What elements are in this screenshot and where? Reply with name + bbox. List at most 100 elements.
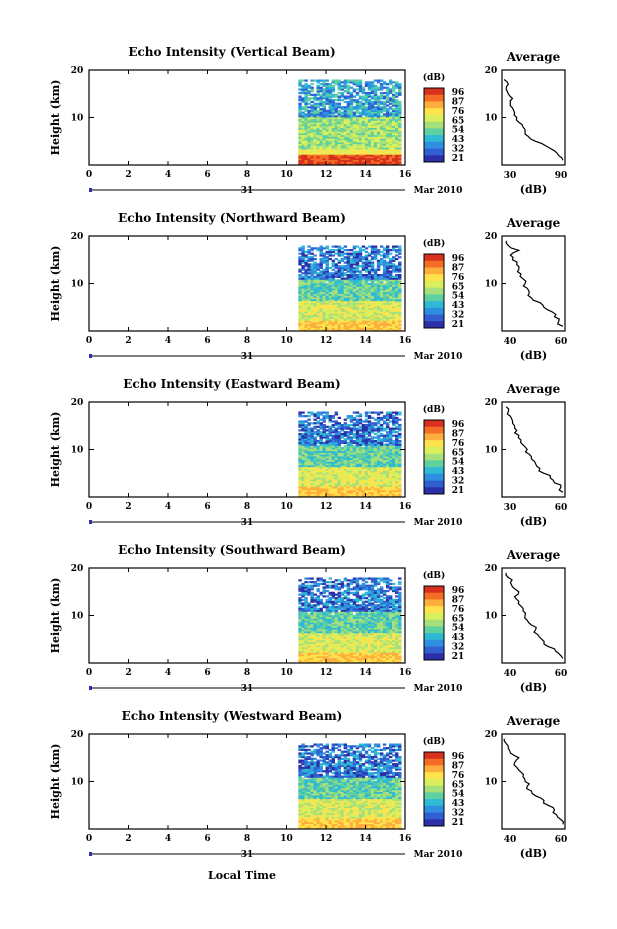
heatmap-cell bbox=[301, 156, 305, 159]
heatmap-cell bbox=[346, 309, 351, 312]
heatmap-cell bbox=[367, 150, 372, 153]
heatmap-cell bbox=[395, 156, 399, 159]
heatmap-cell bbox=[385, 131, 390, 134]
heatmap-cell bbox=[373, 268, 378, 271]
heatmap-cell bbox=[343, 650, 348, 653]
heatmap-cell bbox=[373, 657, 378, 660]
x-tick-label: 4 bbox=[165, 336, 171, 346]
heatmap-cell bbox=[298, 147, 302, 150]
heatmap-cell bbox=[358, 450, 363, 453]
heatmap-cell bbox=[355, 486, 360, 489]
heatmap-cell bbox=[322, 646, 326, 650]
heatmap-cell bbox=[301, 434, 305, 437]
heatmap-cell bbox=[364, 300, 369, 303]
heatmap-cell bbox=[319, 132, 323, 136]
heatmap-cell bbox=[379, 277, 384, 280]
heatmap-cell bbox=[337, 140, 342, 143]
heatmap-cell bbox=[343, 463, 348, 466]
heatmap-cell bbox=[340, 429, 345, 432]
heatmap-cell bbox=[301, 115, 305, 118]
heatmap-cell bbox=[313, 109, 317, 112]
heatmap-cell bbox=[395, 434, 399, 437]
heatmap-cell bbox=[322, 454, 326, 457]
heatmap-cell bbox=[334, 440, 339, 443]
heatmap-cell bbox=[325, 654, 329, 657]
heatmap-cell bbox=[313, 452, 317, 455]
heatmap-cell bbox=[334, 104, 339, 107]
heatmap-cell bbox=[310, 473, 314, 477]
heatmap-cell bbox=[319, 254, 323, 257]
heatmap-cell bbox=[346, 461, 351, 464]
heatmap-cell bbox=[301, 443, 305, 446]
heatmap-cell bbox=[325, 318, 329, 321]
heatmap-cell bbox=[361, 661, 366, 664]
heatmap-cell bbox=[307, 277, 311, 280]
heatmap-cell bbox=[337, 266, 342, 270]
heatmap-cell bbox=[316, 147, 320, 150]
heatmap-cell bbox=[313, 646, 317, 650]
heatmap-cell bbox=[352, 652, 357, 655]
heatmap-cell bbox=[334, 108, 339, 111]
heatmap-cell bbox=[319, 161, 323, 164]
heatmap-cell bbox=[331, 479, 335, 482]
heatmap-cell bbox=[352, 256, 357, 259]
heatmap-cell bbox=[325, 154, 329, 157]
heatmap-cell bbox=[398, 450, 402, 453]
heatmap-cell bbox=[337, 436, 342, 439]
heatmap-cell bbox=[346, 129, 351, 132]
heatmap-cell bbox=[370, 452, 375, 455]
heatmap-cell bbox=[316, 479, 320, 482]
heatmap-cell bbox=[304, 323, 308, 327]
heatmap-cell bbox=[319, 448, 323, 452]
colorbar-frame bbox=[423, 419, 445, 495]
heatmap-cell bbox=[388, 125, 393, 128]
heatmap-cell bbox=[313, 477, 317, 480]
heatmap-cell bbox=[355, 479, 360, 482]
heatmap-cell bbox=[328, 318, 332, 321]
heatmap-cell bbox=[346, 275, 351, 278]
heatmap-cell bbox=[343, 79, 348, 82]
heatmap-cell bbox=[379, 125, 384, 128]
heatmap-cell bbox=[376, 88, 381, 91]
heatmap-cell bbox=[367, 491, 372, 494]
heatmap-cell bbox=[334, 300, 339, 303]
heatmap-cell bbox=[301, 252, 305, 255]
heatmap-cell bbox=[361, 431, 366, 434]
date-axis-marker bbox=[89, 354, 92, 358]
heatmap-cell bbox=[301, 441, 305, 444]
heatmap-cell bbox=[352, 157, 357, 161]
heatmap-cell bbox=[398, 118, 402, 121]
heatmap-cell bbox=[355, 475, 360, 478]
heatmap-cell bbox=[316, 115, 320, 118]
heatmap-cell bbox=[358, 148, 363, 152]
heatmap-cell bbox=[337, 470, 342, 473]
heatmap-cell bbox=[370, 327, 375, 330]
heatmap-cell bbox=[382, 648, 387, 651]
heatmap-cell bbox=[358, 645, 363, 648]
heatmap-cell bbox=[355, 420, 360, 423]
heatmap-cell bbox=[310, 159, 314, 162]
heatmap-cell bbox=[373, 99, 378, 102]
heatmap-cell bbox=[361, 454, 366, 457]
heatmap-cell bbox=[334, 143, 339, 146]
heatmap-cell bbox=[395, 313, 399, 316]
heatmap-cell bbox=[395, 477, 399, 480]
heatmap-cell bbox=[349, 157, 354, 161]
heatmap-cell bbox=[337, 293, 342, 296]
heatmap-cell bbox=[313, 643, 317, 646]
heatmap-cell bbox=[340, 459, 345, 462]
colorbar-swatch bbox=[424, 101, 444, 109]
heatmap-cell bbox=[304, 318, 308, 321]
heatmap-cell bbox=[298, 429, 302, 432]
heatmap-cell bbox=[391, 495, 396, 498]
heatmap-cell bbox=[367, 466, 372, 469]
heatmap-cell bbox=[298, 91, 302, 95]
heatmap-cell bbox=[319, 120, 323, 123]
heatmap-cell bbox=[370, 436, 375, 439]
heatmap-cell bbox=[343, 479, 348, 482]
heatmap-cell bbox=[391, 86, 396, 89]
heatmap-cell bbox=[310, 134, 314, 137]
heatmap-cell bbox=[334, 445, 339, 448]
heatmap-cell bbox=[346, 489, 351, 493]
heatmap-cell bbox=[301, 652, 305, 655]
